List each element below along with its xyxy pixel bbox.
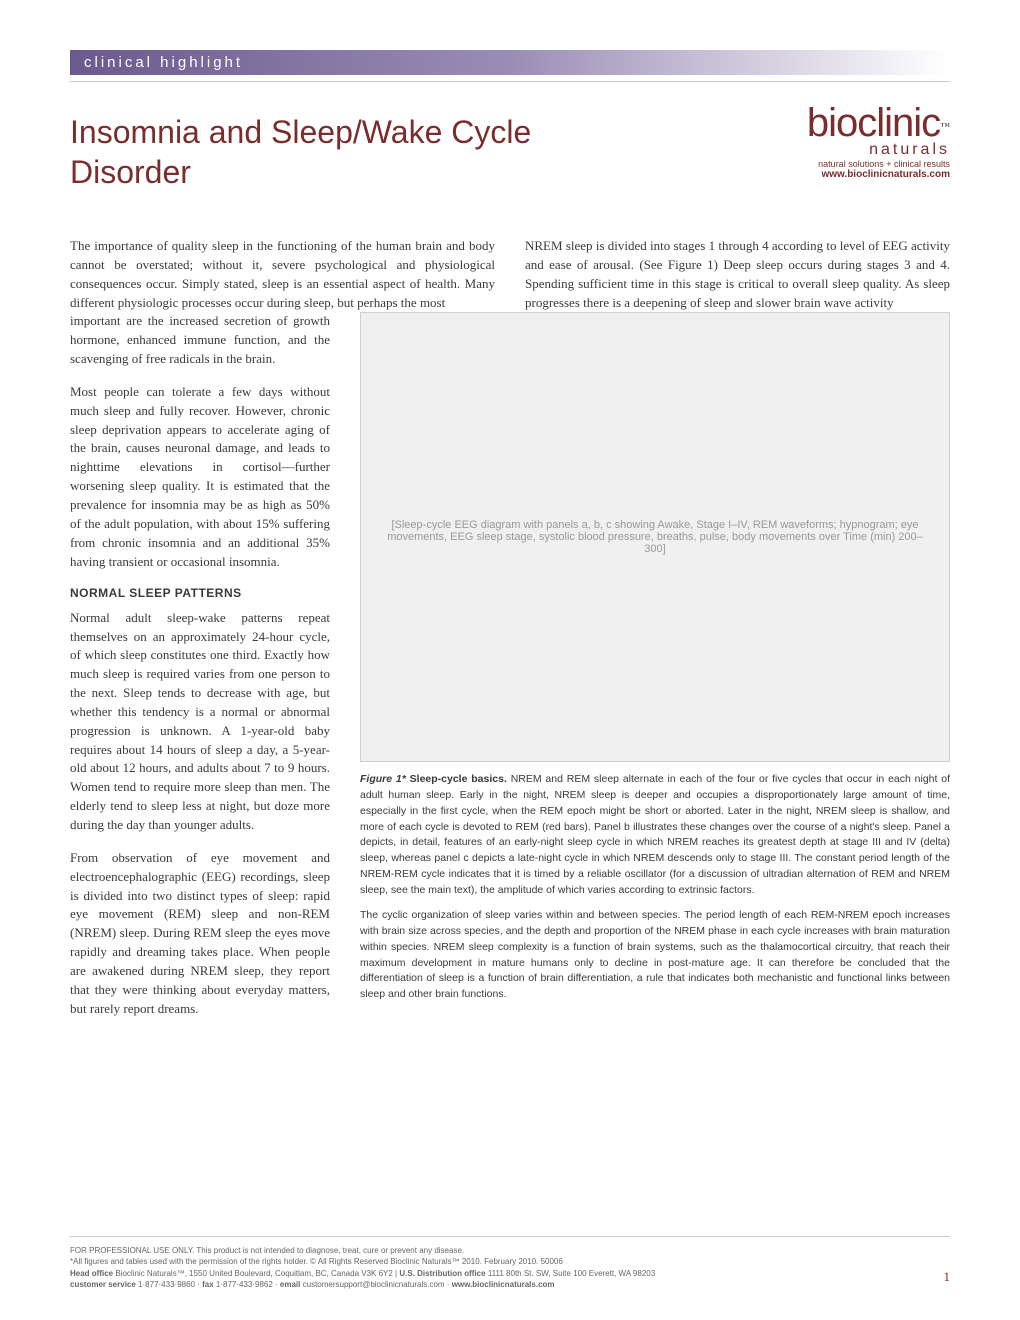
footer-line-1: FOR PROFESSIONAL USE ONLY. This product … (70, 1245, 950, 1256)
main-layout: important are the increased secretion of… (70, 312, 950, 1032)
page-number: 1 (944, 1268, 951, 1286)
caption-text-1: NREM and REM sleep alternate in each of … (360, 773, 950, 895)
body-p3: Normal adult sleep-wake patterns repeat … (70, 609, 330, 835)
body-column: important are the increased secretion of… (70, 312, 330, 1032)
logo-tagline: natural solutions + clinical results (807, 159, 950, 169)
body-p4: From observation of eye movement and ele… (70, 849, 330, 1019)
header-kicker: clinical highlight (70, 50, 950, 75)
intro-right: NREM sleep is divided into stages 1 thro… (525, 237, 950, 312)
section-heading: NORMAL SLEEP PATTERNS (70, 585, 330, 602)
footer-line-3: Head office Bioclinic Naturals™, 1550 Un… (70, 1268, 950, 1279)
intro-left: The importance of quality sleep in the f… (70, 237, 495, 312)
footer-line-2: *All figures and tables used with the pe… (70, 1256, 950, 1267)
page-footer: FOR PROFESSIONAL USE ONLY. This product … (70, 1236, 950, 1290)
figure-caption-2: The cyclic organization of sleep varies … (360, 908, 950, 1003)
figure-column: [Sleep-cycle EEG diagram with panels a, … (360, 312, 950, 1032)
body-p1: important are the increased secretion of… (70, 312, 330, 369)
figure-placeholder: [Sleep-cycle EEG diagram with panels a, … (361, 499, 949, 575)
intro-columns: The importance of quality sleep in the f… (70, 237, 950, 312)
caption-label: Figure 1* (360, 773, 406, 785)
trademark-symbol: ™ (940, 122, 950, 133)
header-divider (70, 81, 950, 82)
logo-url: www.bioclinicnaturals.com (807, 169, 950, 180)
logo-main: bioclinic (807, 101, 940, 145)
footer-line-4: customer service 1·877·433·9860 · fax 1·… (70, 1279, 950, 1290)
figure-caption-1: Figure 1* Sleep-cycle basics. NREM and R… (360, 772, 950, 898)
body-p2: Most people can tolerate a few days with… (70, 383, 330, 571)
brand-logo: bioclinic™ naturals natural solutions + … (807, 105, 950, 180)
caption-lead: Sleep-cycle basics. (410, 773, 507, 785)
figure-1-image: [Sleep-cycle EEG diagram with panels a, … (360, 312, 950, 762)
article-title: Insomnia and Sleep/Wake Cycle Disorder (70, 112, 590, 192)
